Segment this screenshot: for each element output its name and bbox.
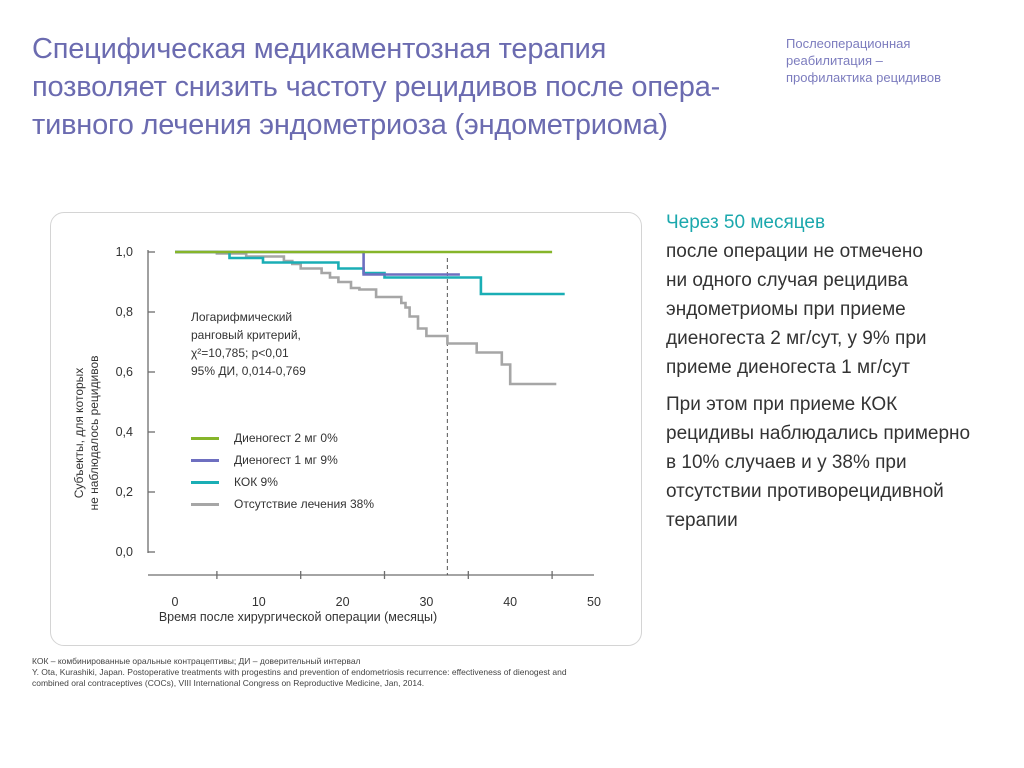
series-line [175,250,557,386]
section-tag-line: реабилитация – [786,53,883,68]
x-tick-label: 20 [336,595,350,609]
summary-line: в 10% случаев и у 38% при [666,452,907,473]
annotation-line: χ²=10,785; p<0,01 [191,346,289,360]
legend-label: КОК 9% [234,475,278,489]
summary-line: ни одного случая рецидива [666,270,908,291]
summary-line: диеногеста 2 мг/сут, у 9% при [666,328,927,349]
summary-line: При этом при приеме КОК [666,394,898,415]
slide-title-line: тивного лечения эндометриоза (эндометрио… [32,109,668,141]
y-tick-label: 0,0 [116,545,133,559]
y-axis-title-line: Субъекты, для которых [72,368,86,499]
summary-highlight: Через 50 месяцев [666,212,826,233]
summary-line: отсутствии противорецидивной [666,481,944,502]
summary-line: приеме диеногеста 1 мг/сут [666,357,911,378]
summary-line: после операции не отмечено [666,241,923,262]
chart-card: 0,0 0,2 0,4 0,6 0,8 1,0 0 10 20 30 40 50 Время посл… [50,212,642,646]
legend-label: Отсутствие лечения 38% [234,497,375,511]
legend-swatch [191,458,219,462]
annotation-line: ранговый критерий, [191,328,301,342]
footnote-line: combined oral contraceptives (COCs), VII… [32,678,425,688]
x-tick-label: 30 [419,595,433,609]
axes-layer: 0,0 0,2 0,4 0,6 0,8 1,0 0 10 20 30 40 50 [116,245,601,609]
chart-legend: Диеногест 2 мг 0% Диеногест 1 мг 9% КОК … [191,427,374,515]
slide-title-line: позволяет снизить частоту рецидивов посл… [32,71,721,103]
annotation-line: 95% ДИ, 0,014-0,769 [191,364,306,378]
y-tick-label: 1,0 [116,245,133,259]
legend-swatch [191,480,219,484]
summary-line: эндометриомы при приеме [666,299,906,320]
section-tag-line: Послеоперационная [786,36,911,51]
summary-line: рецидивы наблюдались примерно [666,423,971,444]
series-line [175,250,565,296]
summary-text: Через 50 месяцев после операции не отмеч… [666,208,1011,543]
section-tag-line: профилактика рецидивов [786,70,942,85]
statistics-annotation: Логарифмический ранговый критерий, χ²=10… [191,308,391,380]
x-axis-title: Время после хирургической операции (меся… [159,610,437,624]
x-tick-label: 0 [172,595,179,609]
footnotes: КОК – комбинированные оральные контрацеп… [32,656,672,689]
y-axis-title-line: не наблюдалось рецидивов [87,356,101,511]
series-layer [175,250,565,386]
slide-title: Специфическая медикаментозная терапия по… [32,30,752,144]
summary-paragraph: после операции не отмечено ни одного слу… [666,237,1011,382]
legend-swatch [191,436,219,440]
x-tick-label: 40 [503,595,517,609]
footnote-line: КОК – комбинированные оральные контрацеп… [32,656,361,666]
x-tick-label: 50 [587,595,601,609]
y-tick-label: 0,8 [116,305,133,319]
summary-line: терапии [666,510,738,531]
legend-item: Отсутствие лечения 38% [191,493,374,515]
slide-title-line: Специфическая медикаментозная терапия [32,33,607,65]
legend-item: КОК 9% [191,471,374,493]
section-tag: Послеоперационная реабилитация – профила… [786,35,996,86]
footnote-line: Y. Ota, Kurashiki, Japan. Postoperative … [32,667,567,677]
annotation-line: Логарифмический [191,310,293,324]
legend-item: Диеногест 1 мг 9% [191,449,374,471]
y-tick-label: 0,6 [116,365,133,379]
y-tick-label: 0,4 [116,425,133,439]
x-tick-label: 10 [252,595,266,609]
legend-item: Диеногест 2 мг 0% [191,427,374,449]
summary-paragraph: При этом при приеме КОК рецидивы наблюда… [666,390,1011,535]
legend-label: Диеногест 2 мг 0% [234,431,338,445]
legend-label: Диеногест 1 мг 9% [234,453,338,467]
y-tick-label: 0,2 [116,485,133,499]
legend-swatch [191,502,219,506]
kaplan-meier-chart: 0,0 0,2 0,4 0,6 0,8 1,0 0 10 20 30 40 50 Время посл… [72,245,601,624]
